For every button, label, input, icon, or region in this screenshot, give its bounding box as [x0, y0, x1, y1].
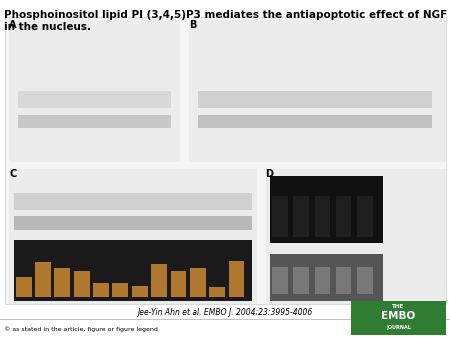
- FancyBboxPatch shape: [132, 286, 148, 297]
- FancyBboxPatch shape: [357, 196, 373, 237]
- Text: Jee-Yin Ahn et al. EMBO J. 2004;23:3995-4006: Jee-Yin Ahn et al. EMBO J. 2004;23:3995-…: [137, 308, 313, 317]
- FancyBboxPatch shape: [16, 277, 32, 297]
- FancyBboxPatch shape: [93, 283, 109, 297]
- FancyBboxPatch shape: [4, 17, 446, 304]
- Text: JOURNAL: JOURNAL: [386, 325, 411, 330]
- FancyBboxPatch shape: [229, 261, 244, 297]
- Text: A: A: [9, 20, 17, 30]
- FancyBboxPatch shape: [9, 169, 256, 304]
- Text: THE: THE: [392, 305, 404, 309]
- FancyBboxPatch shape: [18, 115, 171, 128]
- FancyBboxPatch shape: [9, 20, 180, 162]
- FancyBboxPatch shape: [270, 254, 382, 301]
- FancyBboxPatch shape: [293, 196, 309, 237]
- FancyBboxPatch shape: [315, 196, 330, 237]
- FancyBboxPatch shape: [190, 268, 206, 297]
- Text: B: B: [189, 20, 196, 30]
- FancyBboxPatch shape: [171, 271, 186, 297]
- FancyBboxPatch shape: [14, 216, 252, 230]
- FancyBboxPatch shape: [270, 176, 382, 243]
- FancyBboxPatch shape: [266, 169, 446, 304]
- FancyBboxPatch shape: [293, 267, 309, 294]
- Text: Phosphoinositol lipid PI (3,4,5)P3 mediates the antiapoptotic effect of NGF in t: Phosphoinositol lipid PI (3,4,5)P3 media…: [4, 10, 448, 32]
- FancyBboxPatch shape: [272, 267, 288, 294]
- FancyBboxPatch shape: [14, 240, 252, 301]
- FancyBboxPatch shape: [14, 193, 252, 210]
- FancyBboxPatch shape: [272, 196, 288, 237]
- Text: © as stated in the article, figure or figure legend: © as stated in the article, figure or fi…: [4, 327, 158, 332]
- FancyBboxPatch shape: [315, 267, 330, 294]
- FancyBboxPatch shape: [336, 267, 351, 294]
- FancyBboxPatch shape: [54, 267, 70, 297]
- FancyBboxPatch shape: [35, 262, 51, 297]
- FancyBboxPatch shape: [357, 267, 373, 294]
- FancyBboxPatch shape: [336, 196, 351, 237]
- Text: EMBO: EMBO: [381, 311, 415, 321]
- FancyBboxPatch shape: [351, 301, 446, 335]
- FancyBboxPatch shape: [189, 20, 446, 162]
- FancyBboxPatch shape: [74, 271, 90, 297]
- FancyBboxPatch shape: [18, 91, 171, 108]
- FancyBboxPatch shape: [151, 264, 167, 297]
- FancyBboxPatch shape: [209, 287, 225, 297]
- FancyBboxPatch shape: [198, 91, 432, 108]
- Text: C: C: [9, 169, 16, 179]
- Text: D: D: [266, 169, 274, 179]
- FancyBboxPatch shape: [198, 115, 432, 128]
- FancyBboxPatch shape: [112, 283, 128, 297]
